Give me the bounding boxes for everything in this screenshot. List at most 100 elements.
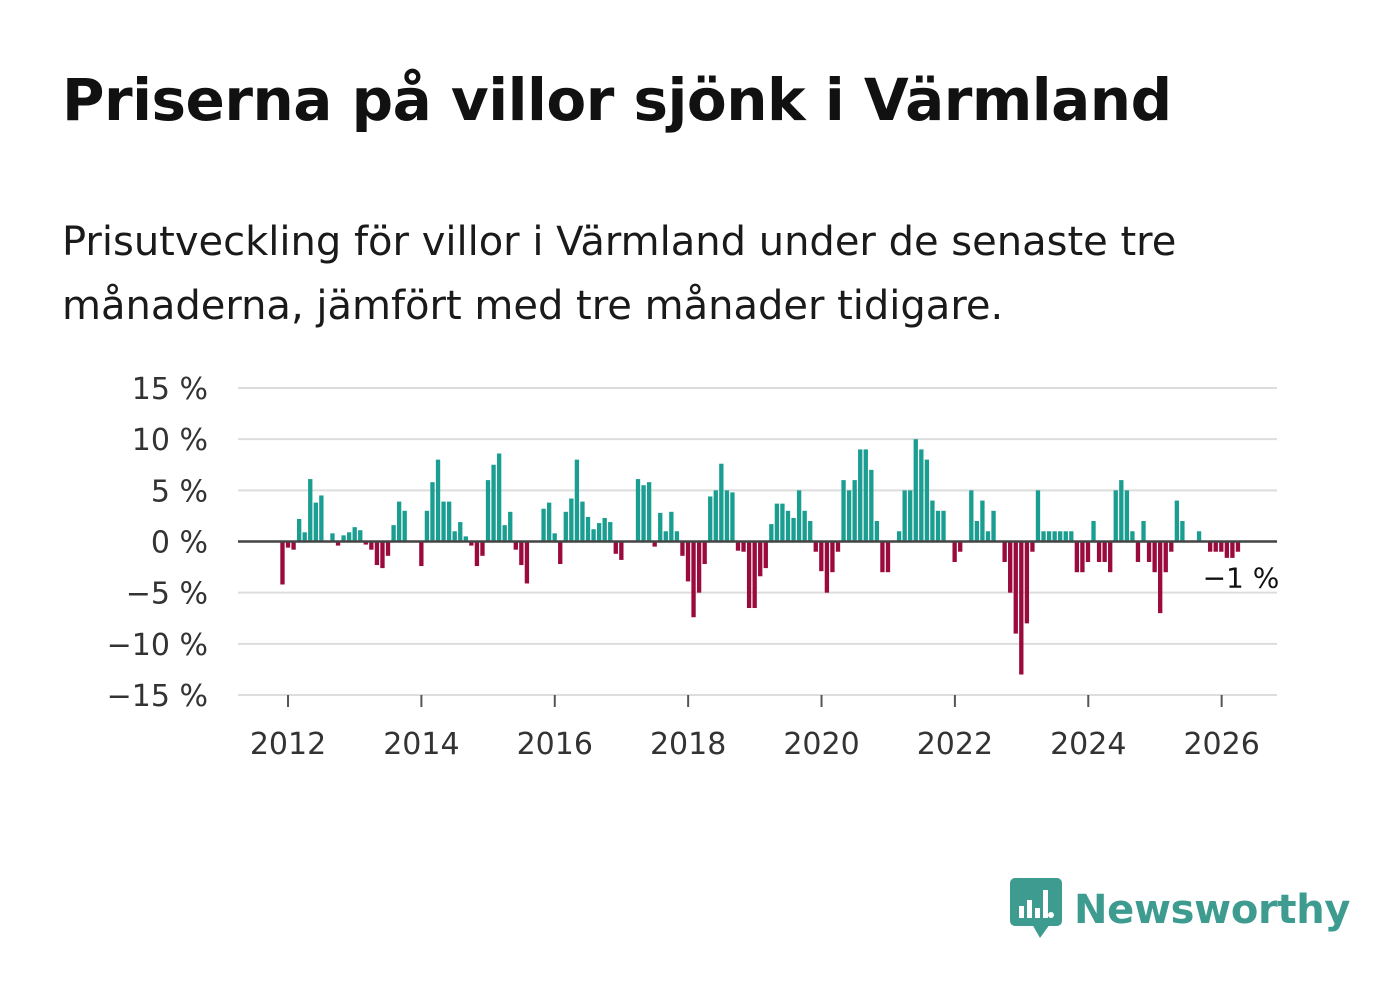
x-tick-label: 2018	[650, 727, 726, 762]
bar	[941, 510, 946, 542]
bar	[302, 532, 307, 542]
y-tick-label: −15 %	[107, 679, 208, 714]
bar	[1230, 541, 1235, 558]
bar	[1041, 531, 1046, 542]
bar	[674, 531, 680, 542]
bar	[1196, 531, 1202, 542]
chart-title: Priserna på villor sjönk i Värmland	[62, 66, 1172, 134]
bar	[691, 541, 696, 618]
bar	[769, 524, 774, 542]
bar	[696, 541, 702, 593]
y-tick-label: 10 %	[132, 423, 208, 458]
bar	[296, 518, 302, 542]
bar	[1002, 541, 1007, 562]
bar	[1030, 541, 1035, 552]
bar	[958, 541, 963, 552]
bar	[835, 541, 841, 552]
bar	[1213, 541, 1218, 552]
bar	[596, 523, 602, 542]
bar	[1124, 490, 1130, 542]
bar	[452, 531, 457, 542]
bar	[796, 490, 802, 542]
bar	[524, 541, 530, 584]
bar	[585, 516, 591, 542]
last-value-annotation: −1 %	[1200, 559, 1283, 598]
bar	[1063, 531, 1068, 542]
bar	[858, 449, 863, 542]
bar	[641, 485, 646, 542]
bar	[1085, 541, 1091, 562]
bar	[619, 541, 624, 560]
bar	[1024, 541, 1030, 624]
bar	[646, 482, 652, 542]
bar	[502, 525, 507, 542]
bar	[1108, 541, 1113, 573]
bar	[480, 541, 485, 556]
y-tick-label: 5 %	[151, 474, 208, 509]
y-tick-label: 0 %	[151, 526, 208, 561]
bar	[369, 541, 374, 550]
x-tick-label: 2024	[1050, 727, 1126, 762]
bar	[1135, 541, 1141, 562]
bar	[819, 541, 824, 572]
bar	[374, 541, 380, 566]
y-axis-ticks: 15 % 10 % 5 % 0 % −5 % −10 % −15 %	[107, 372, 208, 714]
annotation-label: −1 %	[1203, 562, 1280, 595]
bar	[1180, 521, 1185, 542]
bar	[952, 541, 957, 562]
y-tick-label: −10 %	[107, 628, 208, 663]
bar	[419, 541, 424, 567]
bar	[496, 453, 502, 542]
bar	[985, 531, 991, 542]
bar	[735, 541, 741, 551]
bar	[1146, 541, 1152, 562]
bar	[1224, 541, 1230, 558]
bar	[558, 541, 563, 565]
bar	[569, 498, 574, 542]
bar	[313, 502, 318, 542]
x-axis-ticks: 2012 2014 2016 2018 2020 2022 2024 2026	[250, 695, 1260, 762]
bar	[469, 541, 474, 546]
bar	[669, 511, 674, 542]
bar	[458, 522, 463, 542]
bar	[680, 541, 685, 556]
bar-chart: 15 %10 %5 %0 %−5 %−10 %−15 % 2012 2014 201…	[106, 372, 1283, 762]
bar	[685, 541, 691, 582]
bar	[352, 527, 357, 542]
bar	[330, 533, 335, 542]
bar	[485, 480, 491, 542]
bar	[808, 521, 813, 542]
bar	[869, 469, 874, 542]
bar	[319, 495, 324, 542]
bar	[758, 541, 763, 577]
bar	[824, 541, 830, 593]
bar	[724, 490, 730, 542]
bar	[1130, 531, 1135, 542]
bar	[385, 541, 391, 556]
bar	[896, 531, 902, 542]
bar	[924, 459, 930, 542]
bar	[1158, 541, 1163, 614]
x-tick-label: 2020	[783, 727, 859, 762]
bar	[308, 479, 313, 542]
bar	[746, 541, 752, 609]
bar	[1119, 480, 1124, 542]
bar	[346, 532, 352, 542]
x-tick-label: 2012	[250, 727, 326, 762]
bar	[1174, 500, 1180, 542]
bar	[708, 496, 713, 542]
bar	[608, 522, 613, 542]
bar	[841, 480, 846, 542]
bar	[1046, 531, 1052, 542]
bar	[463, 536, 468, 542]
bar	[435, 459, 441, 542]
bar	[752, 541, 757, 609]
bar	[652, 541, 657, 547]
bar	[380, 541, 385, 569]
bar	[780, 503, 785, 542]
bar	[741, 541, 746, 552]
bar	[1235, 541, 1241, 552]
bar	[658, 512, 663, 542]
newsworthy-logo: Newsworthy	[1010, 878, 1351, 942]
bar	[335, 541, 341, 546]
